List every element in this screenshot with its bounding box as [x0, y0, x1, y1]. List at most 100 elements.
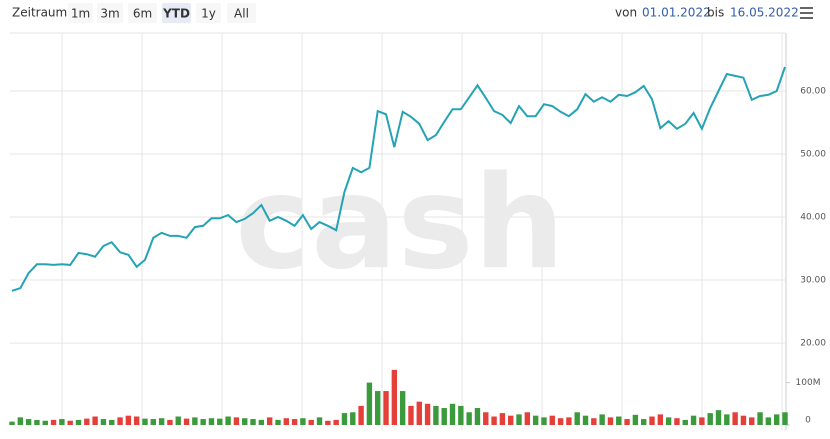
volume-bar	[466, 412, 472, 425]
volume-bar	[92, 416, 98, 425]
volume-bar	[17, 417, 24, 425]
volume-bar	[765, 417, 772, 425]
y-tick-label: 50.00	[800, 150, 826, 160]
volume-bar	[773, 414, 780, 425]
volume-bar	[217, 418, 223, 425]
volume-bar	[375, 391, 381, 425]
menu-icon[interactable]	[800, 7, 813, 19]
volume-bar	[133, 416, 140, 425]
volume-bar	[200, 419, 206, 425]
volume-bar	[350, 412, 356, 425]
volume-bar	[441, 408, 447, 425]
range-button-label[interactable]: YTD	[162, 7, 190, 21]
volume-bar	[449, 403, 456, 425]
volume-bar	[358, 405, 364, 425]
volume-bar	[458, 405, 464, 425]
range-button[interactable]	[196, 3, 221, 23]
y-tick-label: 60.00	[800, 86, 826, 96]
volume-bar	[183, 418, 190, 425]
volume-bar	[416, 401, 422, 425]
volume-bar	[624, 419, 630, 425]
y-tick-label: 20.00	[800, 339, 826, 349]
volume-bar	[499, 413, 506, 425]
volume-bar	[208, 418, 215, 425]
range-button[interactable]	[97, 3, 123, 23]
range-button[interactable]	[68, 3, 93, 23]
volume-bar	[250, 419, 256, 425]
volume-bar	[665, 417, 672, 425]
range-button[interactable]	[227, 3, 256, 23]
volume-bar	[433, 405, 439, 425]
volume-bar	[59, 419, 65, 425]
volume-bar	[266, 417, 273, 425]
volume-bar	[707, 413, 713, 425]
volume-bar	[508, 415, 514, 425]
volume-bar	[366, 382, 373, 425]
volume-bar	[674, 418, 680, 425]
range-button-label[interactable]: 6m	[133, 7, 152, 21]
volume-bar	[34, 419, 40, 425]
volume-bar	[50, 419, 57, 425]
volume-bar	[483, 412, 489, 425]
volume-bar	[283, 418, 289, 425]
from-label: von	[615, 6, 637, 20]
volume-bar	[715, 410, 722, 425]
volume-bar	[757, 412, 763, 425]
y-tick-label: 0	[805, 416, 811, 426]
volume-bar	[682, 419, 688, 425]
volume-bar	[740, 415, 747, 425]
volume-bar	[582, 415, 589, 425]
volume-bar	[258, 419, 265, 425]
range-button-label[interactable]: 3m	[100, 7, 119, 21]
volume-bar	[225, 416, 231, 425]
volume-bar	[399, 391, 406, 425]
volume-bar	[616, 416, 622, 425]
volume-bar	[100, 419, 107, 425]
price-line	[11, 66, 786, 292]
volume-bar	[117, 417, 123, 425]
volume-bar	[242, 418, 248, 425]
volume-bar	[557, 418, 564, 425]
volume-bar	[532, 415, 539, 425]
volume-bar	[408, 405, 414, 425]
volume-bar	[42, 420, 48, 425]
volume-bar	[75, 419, 82, 425]
volume-bar	[150, 419, 157, 425]
volume-bar	[67, 420, 73, 425]
range-button[interactable]	[162, 3, 191, 23]
volume-bar	[275, 419, 281, 425]
range-button-label[interactable]: 1y	[201, 7, 216, 21]
volume-bar	[233, 417, 240, 425]
volume-bar	[732, 412, 738, 425]
volume-bar	[316, 417, 323, 425]
volume-bar	[699, 417, 705, 425]
volume-bar	[541, 417, 547, 425]
range-button-label[interactable]: All	[234, 7, 249, 21]
volume-bar	[333, 419, 339, 425]
y-tick-label: 100M	[796, 378, 821, 388]
volume-bar	[690, 415, 697, 425]
volume-bar	[549, 415, 555, 425]
to-label: bis	[707, 6, 724, 20]
range-label: Zeitraum	[12, 6, 67, 20]
watermark: cash	[235, 149, 565, 298]
volume-bar	[424, 403, 431, 425]
volume-bar	[158, 418, 165, 425]
to-date[interactable]: 16.05.2022	[730, 6, 799, 20]
volume-bar	[632, 414, 639, 425]
range-button-label[interactable]: 1m	[71, 7, 90, 21]
volume-bar	[175, 416, 181, 425]
y-tick-label: 30.00	[800, 276, 826, 286]
volume-bar	[749, 417, 755, 425]
range-button[interactable]	[128, 3, 157, 23]
volume-bar	[325, 420, 331, 425]
volume-bar	[474, 408, 481, 425]
volume-bar	[516, 414, 522, 425]
volume-bar	[566, 417, 572, 425]
from-date[interactable]: 01.01.2022	[642, 6, 711, 20]
volume-bar	[640, 419, 647, 425]
volume-bar	[491, 416, 497, 425]
volume-bar	[574, 412, 580, 425]
volume-bar	[599, 414, 605, 425]
